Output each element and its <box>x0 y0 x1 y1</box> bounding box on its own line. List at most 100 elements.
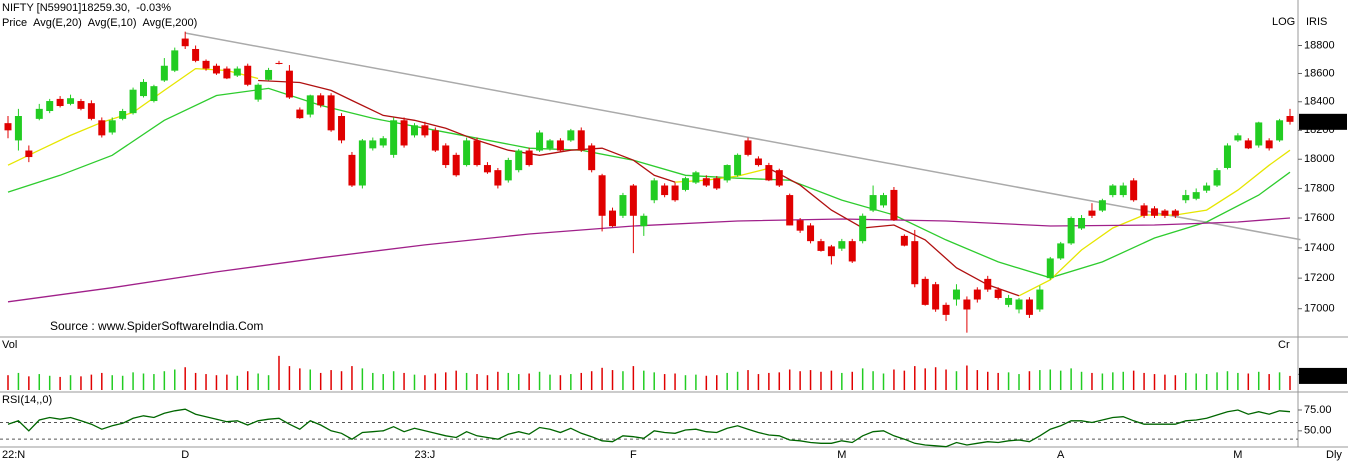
candle-body <box>77 101 85 109</box>
scale-label: LOG <box>1272 16 1295 28</box>
candle-body <box>546 140 554 149</box>
x-tick-label: F <box>630 449 637 461</box>
candle-body <box>556 140 564 151</box>
candle-body <box>1213 170 1221 186</box>
candle-body <box>1140 205 1148 216</box>
candle-body <box>932 284 940 310</box>
candle-body <box>984 278 992 290</box>
candle-body <box>119 111 127 119</box>
candle-body <box>379 138 387 146</box>
candle-body <box>838 241 846 249</box>
candle-body <box>431 130 439 151</box>
candle-body <box>661 185 669 196</box>
candle-body <box>67 98 75 104</box>
last-price-box <box>1299 113 1347 130</box>
candle-body <box>1255 122 1263 146</box>
candle-body <box>713 178 721 189</box>
candle-body <box>744 140 752 155</box>
candle-body <box>494 170 502 186</box>
candle-body <box>35 108 43 119</box>
x-tick-label: M <box>837 449 846 461</box>
y-tick-label: 18600 <box>1304 67 1335 79</box>
candle-body <box>921 278 929 305</box>
legend-entry: Avg(E,20) <box>33 17 82 29</box>
candle-body <box>880 195 888 206</box>
candle-body <box>702 178 710 186</box>
candle-body <box>1078 218 1086 229</box>
candle-body <box>358 140 366 186</box>
x-tick-label: 22:N <box>2 449 25 461</box>
legend-entry: Avg(E,200) <box>143 17 198 29</box>
candle-body <box>723 165 731 181</box>
change-label: -0.03% <box>136 2 171 14</box>
candle-body <box>1130 180 1138 201</box>
candle-body <box>1286 116 1294 122</box>
candle-body <box>994 289 1002 298</box>
candle-body <box>734 154 742 176</box>
candle-body <box>233 68 241 76</box>
candle-body <box>1276 120 1284 141</box>
y-tick-label: 17800 <box>1304 182 1335 194</box>
candle-body <box>442 145 450 166</box>
candle-body <box>827 246 835 257</box>
brand-label: IRIS <box>1306 16 1327 28</box>
candle-body <box>609 210 617 227</box>
source-note: Source : www.SpiderSoftwareIndia.Com <box>50 319 263 333</box>
candle-body <box>254 84 262 100</box>
candle-body <box>285 70 293 98</box>
candle-body <box>890 189 898 221</box>
candle-body <box>796 220 804 231</box>
candle-body <box>525 150 533 166</box>
candle-body <box>223 68 231 79</box>
candle-body <box>1119 185 1127 196</box>
legend-entry: Avg(E,10) <box>88 17 137 29</box>
candle-body <box>46 101 54 112</box>
candle-body <box>692 172 700 183</box>
candle-body <box>1265 140 1273 149</box>
candle-body <box>911 241 919 285</box>
y-tick-label: 18400 <box>1304 96 1335 108</box>
candle-body <box>973 289 981 300</box>
candle-body <box>504 159 512 181</box>
candle-body <box>1046 258 1054 279</box>
candle-body <box>515 150 523 171</box>
y-tick-label: 17000 <box>1304 303 1335 315</box>
candle-body <box>108 120 116 133</box>
candle-body <box>598 175 606 216</box>
candle-body <box>87 103 95 119</box>
candle-body <box>775 170 783 186</box>
plot-area <box>0 31 1301 448</box>
candle-body <box>421 125 429 136</box>
candle-body <box>536 132 544 151</box>
candle-body <box>275 62 283 64</box>
unit-label: Cr <box>1278 339 1290 351</box>
candle-body <box>1036 289 1044 310</box>
candle-body <box>765 165 773 181</box>
candle-body <box>650 180 658 201</box>
candle-body <box>306 95 314 115</box>
y-tick-label: 17400 <box>1304 242 1335 254</box>
candle-body <box>369 140 377 149</box>
rsi-line <box>7 408 1291 448</box>
candle-body <box>4 123 12 131</box>
candle-body <box>463 140 471 166</box>
moving-average <box>7 87 1291 279</box>
candle-body <box>848 241 856 262</box>
last-price-label: 18259.3 <box>1302 116 1342 128</box>
y-tick-label: 17200 <box>1304 272 1335 284</box>
candle-body <box>952 289 960 300</box>
candle-body <box>160 65 168 81</box>
y-tick-label: 50.00 <box>1304 425 1332 437</box>
candle-body <box>577 130 585 151</box>
candle-body <box>942 304 950 315</box>
candle-body <box>567 130 575 141</box>
candle-body <box>859 215 867 242</box>
candle-body <box>400 120 408 146</box>
trendline <box>185 32 1301 241</box>
candle-body <box>181 38 189 47</box>
candle-body <box>619 195 627 216</box>
panel-label: RSI(14,,0) <box>2 394 52 406</box>
candle-body <box>1098 200 1106 211</box>
moving-average <box>7 217 1291 303</box>
